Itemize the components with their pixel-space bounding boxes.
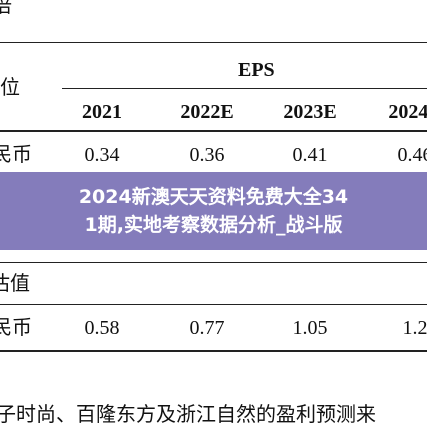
cell: 0.36 (189, 144, 225, 166)
banner-line: 2024新澳天天资料免费大全34 (78, 186, 349, 208)
group-header: EPS (238, 59, 275, 81)
rule (0, 304, 427, 305)
column-header: 2024E (388, 101, 427, 123)
banner-line: 1期,实地考察数据分析_战斗版 (84, 214, 343, 236)
column-header: 2023E (283, 101, 337, 123)
cell: 1.05 (292, 317, 328, 339)
top-label: 倍 (0, 0, 12, 17)
cell: 1.2 (402, 317, 427, 339)
rule (0, 42, 427, 43)
cell: 0.41 (292, 144, 328, 166)
column-header: 2022E (180, 101, 234, 123)
rule (0, 262, 427, 263)
column-header: 2021 (82, 101, 122, 123)
cell: 0.46 (397, 144, 427, 166)
banner: 2024新澳天天资料免费大全34 1期,实地考察数据分析_战斗版 (0, 172, 427, 250)
footer-text: 子时尚、百隆东方及浙江自然的盈利预测来 (0, 402, 376, 426)
unit-label: 单位 (0, 77, 20, 99)
rule (62, 88, 427, 89)
section-label: 估值 (0, 273, 30, 295)
cell: 0.77 (189, 317, 225, 339)
cell: 0.34 (84, 144, 120, 166)
cell: 0.58 (84, 317, 120, 339)
row-label: 人民币 (0, 144, 32, 166)
rule (0, 350, 427, 352)
row-label: 人民币 (0, 317, 32, 339)
rule (0, 130, 427, 132)
